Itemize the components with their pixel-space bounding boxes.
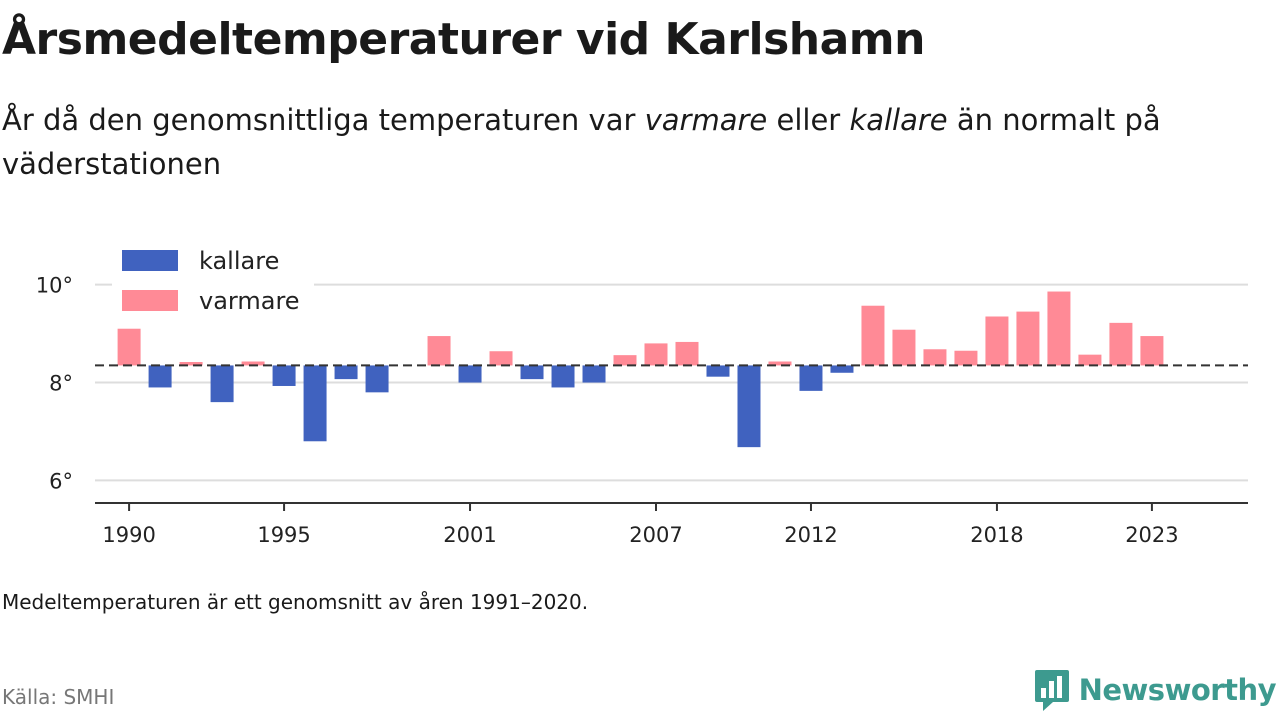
legend-swatch-kallare — [122, 250, 178, 271]
bar-varmare — [861, 305, 885, 366]
chart-title: Årsmedeltemperaturer vid Karlshamn — [2, 14, 925, 65]
bar-chart-speech-bubble-icon — [1034, 670, 1069, 711]
subtitle-cold-word: kallare — [849, 103, 948, 137]
legend-label-kallare: kallare — [199, 247, 279, 275]
bar-kallare — [830, 365, 854, 373]
bar-varmare — [1016, 311, 1040, 366]
legend-label-varmare: varmare — [199, 287, 300, 315]
bar-varmare — [241, 361, 265, 366]
bar-varmare — [489, 351, 513, 366]
x-tick-label: 2023 — [1125, 523, 1178, 547]
bar-kallare — [334, 365, 358, 380]
bar-varmare — [985, 316, 1009, 366]
bar-varmare — [768, 361, 792, 366]
x-tick-label: 2012 — [784, 523, 837, 547]
temperature-bar-chart: 6° 8° 10° 1990 1995 2001 2007 2012 2018 2023 kalla… — [36, 240, 1248, 547]
bar-kallare — [520, 365, 544, 380]
bar-kallare — [706, 365, 730, 377]
subtitle-text: År då den genomsnittliga temperaturen va… — [2, 103, 645, 137]
bar-kallare — [799, 365, 823, 391]
bar-kallare — [210, 365, 234, 403]
brand-logo[interactable]: Newsworthy — [1033, 668, 1277, 712]
bar-varmare — [613, 355, 637, 366]
bar-varmare — [1078, 354, 1102, 366]
bar-varmare — [1109, 322, 1133, 366]
bar-varmare — [923, 349, 947, 366]
bar-varmare — [1047, 291, 1071, 366]
bar-kallare — [148, 365, 172, 388]
bar-varmare — [644, 343, 668, 366]
subtitle-text: eller — [767, 103, 850, 137]
bar-kallare — [272, 365, 296, 386]
x-tick-label: 2007 — [629, 523, 682, 547]
subtitle-text: än normalt på väderstationen — [2, 103, 1161, 181]
legend-swatch-varmare — [122, 290, 178, 311]
bar-kallare — [551, 365, 575, 388]
y-tick-label: 6° — [49, 469, 73, 493]
x-tick-label: 2018 — [970, 523, 1023, 547]
bar-varmare — [954, 350, 978, 366]
y-tick-label: 8° — [49, 372, 73, 396]
bar-kallare — [365, 365, 389, 393]
footnote: Medeltemperaturen är ett genomsnitt av å… — [2, 590, 589, 614]
brand-name: Newsworthy — [1078, 673, 1277, 707]
y-tick-label: 10° — [36, 274, 73, 298]
bar-varmare — [675, 341, 699, 366]
bar-varmare — [1140, 336, 1164, 366]
x-tick-label: 2001 — [443, 523, 496, 547]
x-tick-label: 1995 — [257, 523, 310, 547]
bar-kallare — [582, 365, 606, 383]
bar-varmare — [427, 336, 451, 366]
bar-kallare — [303, 365, 327, 442]
bar-varmare — [892, 329, 916, 366]
bar-kallare — [458, 365, 482, 383]
source-label: Källa: SMHI — [2, 685, 115, 709]
bar-kallare — [737, 365, 761, 448]
x-tick-label: 1990 — [102, 523, 155, 547]
chart-subtitle: År då den genomsnittliga temperaturen va… — [2, 98, 1252, 186]
subtitle-warm-word: varmare — [644, 103, 768, 137]
bar-varmare — [117, 328, 141, 366]
bar-varmare — [179, 362, 203, 366]
